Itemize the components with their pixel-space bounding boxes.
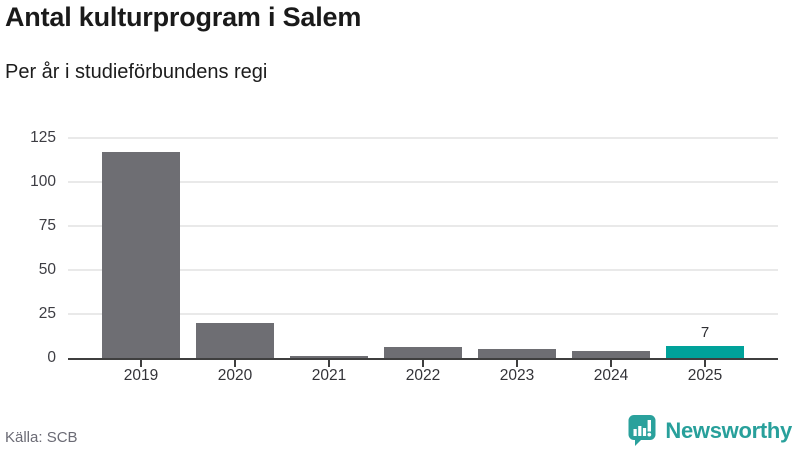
x-axis-tick [422, 360, 424, 367]
bars: 7 [94, 138, 752, 367]
y-tick-label-100: 100 [30, 173, 56, 190]
value-label-2025: 7 [700, 323, 710, 341]
x-axis-labels: 2019 2020 2021 2022 2023 2024 2025 [94, 367, 752, 385]
brand: Newsworthy [627, 414, 792, 447]
x-tick-label-2019: 2019 [123, 367, 159, 384]
x-tick-label-2023: 2023 [499, 367, 535, 384]
bar-2022 [383, 347, 463, 358]
plot-area: 7 [68, 137, 778, 367]
bar-band-2024 [564, 138, 658, 367]
bar-2021 [289, 356, 369, 358]
y-tick-label-25: 25 [38, 305, 56, 322]
x-tick-label-2024: 2024 [593, 367, 629, 384]
gridline [68, 313, 778, 315]
x-tick-label-2020: 2020 [217, 367, 253, 384]
gridline [68, 269, 778, 271]
bar-band-2023 [470, 138, 564, 367]
y-tick-label-125: 125 [30, 129, 56, 146]
bar-2024 [571, 350, 651, 358]
gridline [68, 225, 778, 227]
x-axis-tick [516, 360, 518, 367]
bar-2025 [665, 345, 745, 358]
bar-2023 [477, 349, 557, 358]
bar-band-2022 [376, 138, 470, 367]
x-axis-tick [328, 360, 330, 367]
y-tick-label-0: 0 [47, 349, 56, 366]
x-tick-label-2025: 2025 [687, 367, 723, 384]
gridline [68, 137, 778, 139]
brand-name: Newsworthy [665, 417, 792, 443]
newsworthy-logo-icon [627, 414, 658, 447]
bar-2019 [101, 152, 181, 358]
y-tick-label-75: 75 [38, 217, 56, 234]
x-axis-tick [704, 360, 706, 367]
bar-band-2021 [282, 138, 376, 367]
x-axis-tick [610, 360, 612, 367]
x-tick-label-2021: 2021 [311, 367, 347, 384]
bar-band-2025: 7 [658, 138, 752, 367]
bar-band-2020 [188, 138, 282, 367]
y-tick-label-50: 50 [38, 261, 56, 278]
bar-band-2019 [94, 138, 188, 367]
chart-title: Antal kulturprogram i Salem [5, 2, 362, 32]
x-axis-tick [140, 360, 142, 367]
chart-subtitle: Per år i studieförbundens regi [5, 61, 268, 83]
bar-2020 [195, 322, 275, 358]
x-axis-tick [234, 360, 236, 367]
y-axis-labels: 0 25 50 75 100 125 [0, 129, 56, 366]
gridline [68, 181, 778, 183]
source-text: Källa: SCB [5, 429, 78, 446]
x-tick-label-2022: 2022 [405, 367, 441, 384]
